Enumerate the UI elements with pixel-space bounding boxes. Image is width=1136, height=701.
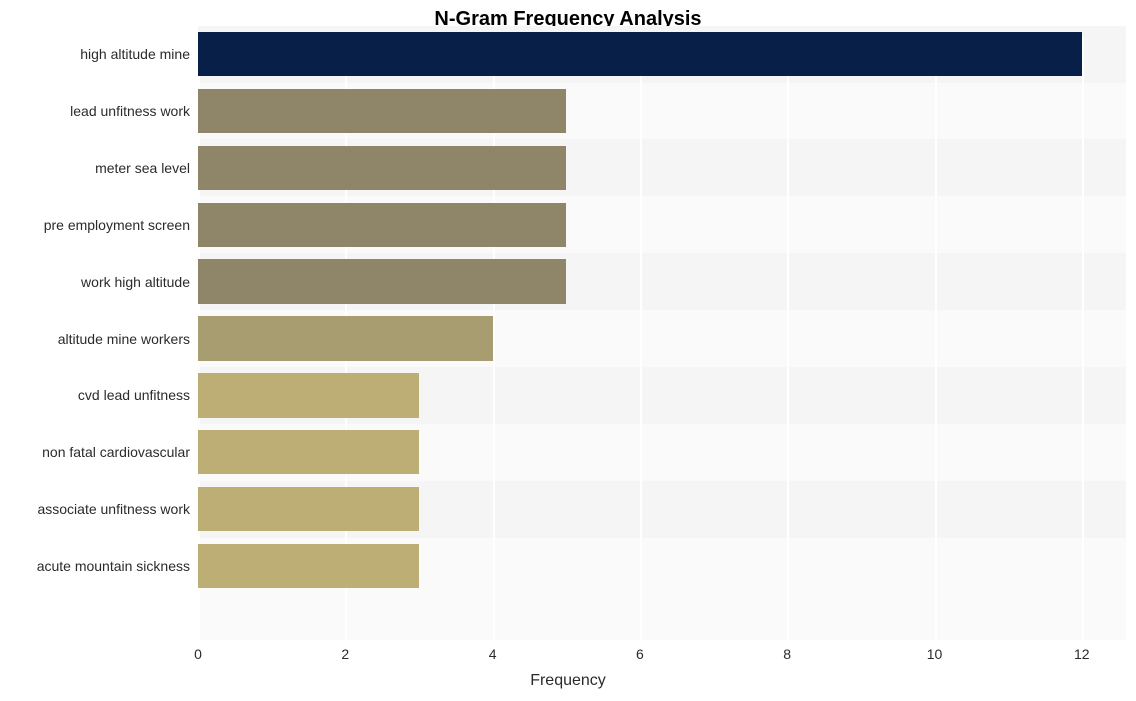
y-tick-label: non fatal cardiovascular [42, 444, 190, 460]
bar [198, 146, 566, 190]
plot-area [198, 37, 1126, 640]
gridline [935, 37, 937, 640]
y-tick-label: lead unfitness work [70, 103, 190, 119]
y-tick-label: acute mountain sickness [37, 558, 190, 574]
bar [198, 259, 566, 303]
x-tick-label: 6 [636, 646, 644, 662]
gridline [787, 37, 789, 640]
bar [198, 487, 419, 531]
y-tick-label: pre employment screen [44, 217, 190, 233]
y-tick-label: associate unfitness work [37, 501, 190, 517]
gridline [640, 37, 642, 640]
y-tick-label: high altitude mine [80, 46, 190, 62]
bar [198, 373, 419, 417]
x-tick-label: 0 [194, 646, 202, 662]
x-axis-label: Frequency [0, 672, 1136, 690]
x-tick-label: 10 [927, 646, 943, 662]
x-tick-label: 12 [1074, 646, 1090, 662]
y-tick-label: cvd lead unfitness [78, 387, 190, 403]
bar [198, 316, 493, 360]
y-tick-label: altitude mine workers [58, 331, 190, 347]
y-tick-label: work high altitude [81, 274, 190, 290]
x-tick-label: 8 [783, 646, 791, 662]
bar [198, 203, 566, 247]
bar [198, 544, 419, 588]
y-tick-label: meter sea level [95, 160, 190, 176]
gridline [1082, 37, 1084, 640]
bar [198, 32, 1082, 76]
bar [198, 430, 419, 474]
bar [198, 89, 566, 133]
x-tick-label: 4 [489, 646, 497, 662]
x-tick-label: 2 [341, 646, 349, 662]
